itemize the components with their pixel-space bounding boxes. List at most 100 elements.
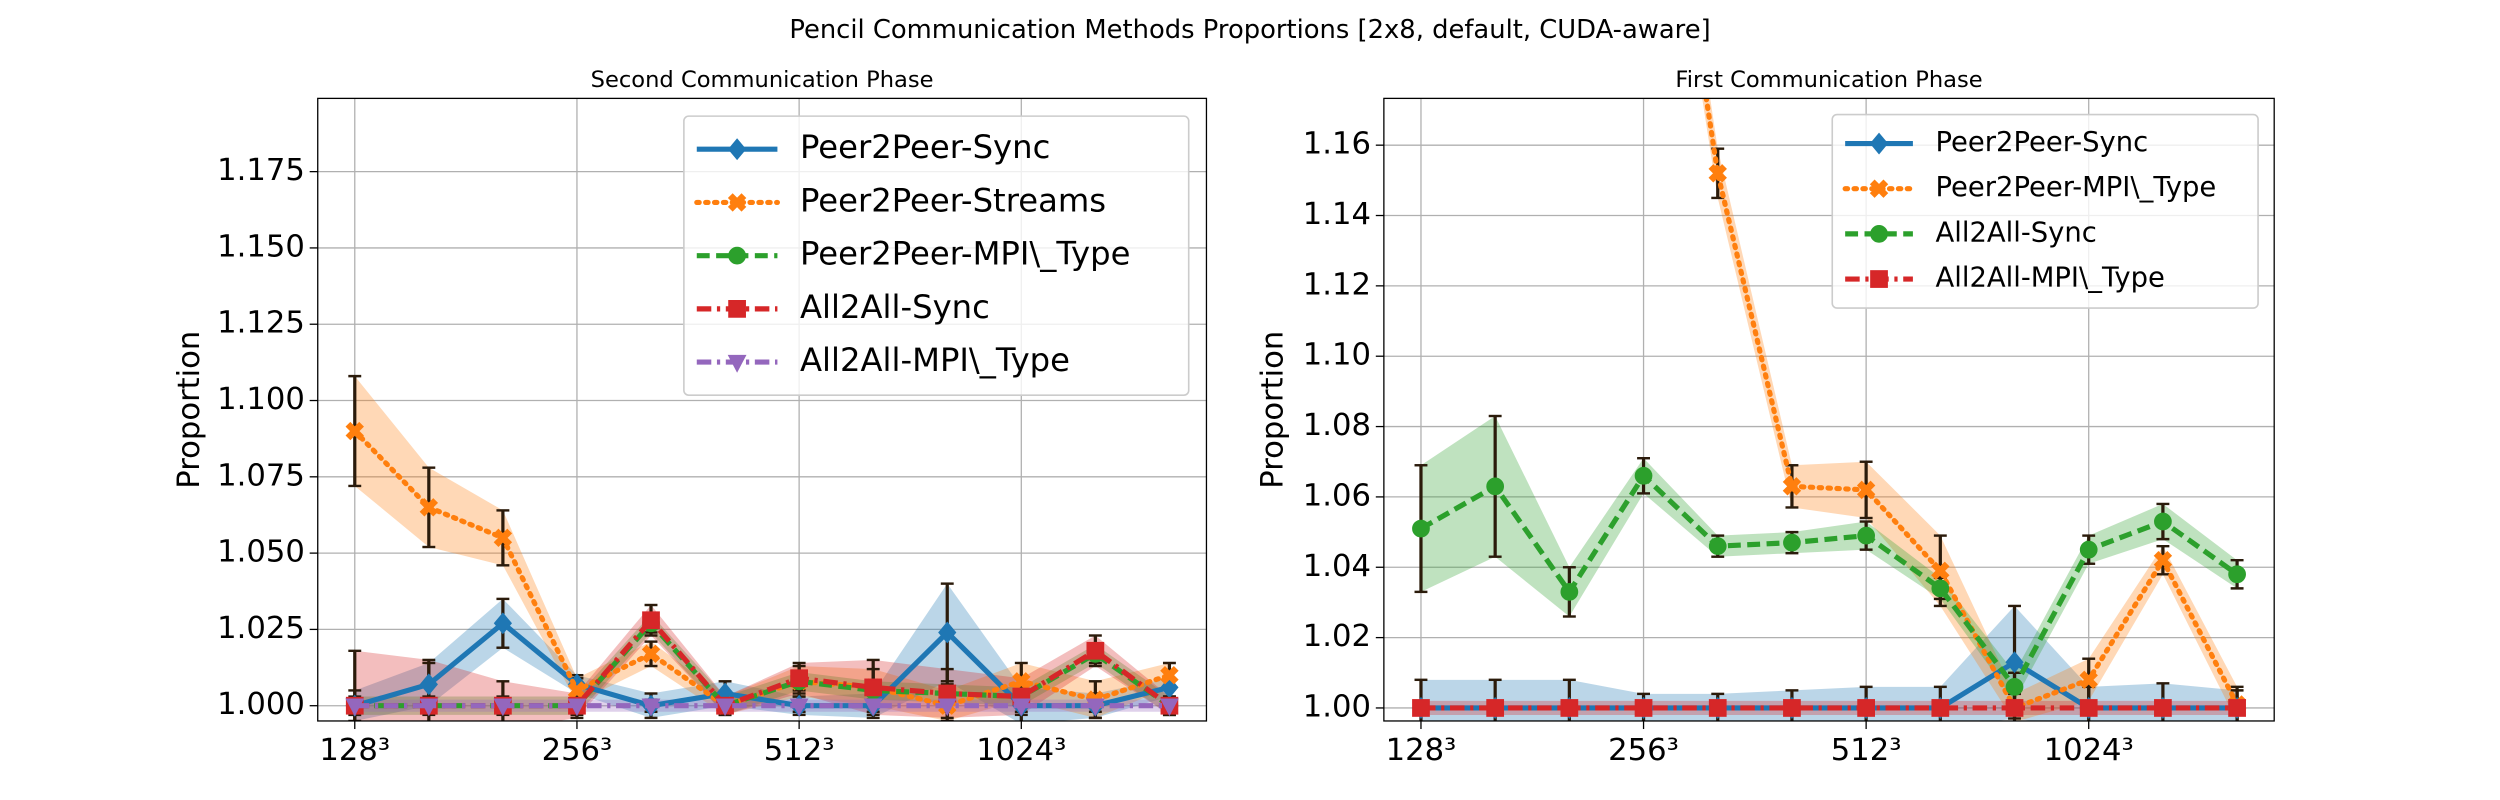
- y-axis-label: Proportion: [1256, 331, 1291, 489]
- marker: [2154, 512, 2172, 531]
- x-tick-label: 512³: [1831, 733, 1902, 768]
- y-tick-label: 1.02: [1303, 619, 1371, 654]
- marker: [728, 300, 746, 318]
- marker: [641, 698, 661, 717]
- y-tick-label: 1.06: [1303, 478, 1371, 513]
- x-tick-label: 1024³: [976, 733, 1066, 768]
- y-tick-label: 1.025: [217, 611, 305, 646]
- marker: [493, 612, 513, 635]
- y-tick-label: 1.175: [217, 153, 305, 188]
- marker: [2153, 551, 2173, 570]
- marker: [938, 621, 957, 644]
- marker: [2079, 540, 2098, 559]
- plot-area: [345, 374, 1179, 721]
- marker: [789, 698, 809, 717]
- marker: [2005, 699, 2024, 717]
- marker: [1869, 179, 1889, 198]
- y-axis-label: Proportion: [172, 331, 207, 489]
- x-tick-label: 1024³: [2044, 733, 2134, 768]
- marker: [863, 698, 883, 717]
- y-tick-label: 1.12: [1303, 267, 1371, 302]
- marker: [419, 673, 438, 696]
- marker: [2228, 699, 2246, 717]
- legend-label: Peer2Peer-Sync: [1935, 127, 2148, 158]
- marker: [1085, 698, 1105, 717]
- marker: [1870, 270, 1888, 288]
- legend-box: [1831, 113, 2259, 309]
- legend-label: All2All-Sync: [1935, 217, 2096, 248]
- error-band: [354, 376, 1170, 721]
- x-tick-label: 512³: [764, 733, 835, 768]
- axes-frame: [317, 97, 1208, 722]
- y-tick-label: 1.100: [217, 382, 305, 417]
- marker: [727, 193, 747, 212]
- marker: [1708, 537, 1727, 556]
- series-line: [354, 616, 1171, 709]
- marker: [567, 698, 587, 717]
- marker: [715, 698, 735, 717]
- marker: [1869, 132, 1889, 155]
- marker: [790, 669, 808, 688]
- y-tick-label: 1.14: [1303, 197, 1371, 232]
- marker: [1011, 698, 1031, 717]
- marker: [727, 354, 747, 373]
- error-band: [354, 583, 1170, 721]
- marker: [1856, 480, 1876, 500]
- y-tick-label: 1.150: [217, 229, 305, 264]
- legend: Peer2Peer-Sync Peer2Peer-MPI\_Type All2All…: [1831, 113, 2259, 309]
- y-tick-label: 1.16: [1303, 127, 1371, 162]
- marker: [1412, 699, 1430, 717]
- subplot-title: Second Communication Phase: [591, 67, 934, 93]
- marker: [641, 644, 661, 664]
- x-tick-label: 128³: [319, 733, 390, 768]
- legend-label: Peer2Peer-MPI\_Type: [1935, 172, 2216, 203]
- marker: [864, 678, 883, 697]
- x-tick-label: 128³: [1386, 733, 1457, 768]
- marker: [1486, 477, 1505, 496]
- series-line: [1703, 98, 2240, 712]
- marker: [345, 698, 365, 717]
- marker: [1560, 583, 1579, 601]
- y-tick-label: 1.075: [217, 458, 305, 493]
- legend-box: [683, 115, 1190, 396]
- marker: [728, 246, 746, 265]
- marker: [1931, 561, 1950, 580]
- x-tick-label: 256³: [1608, 733, 1679, 768]
- marker: [727, 138, 747, 161]
- marker: [1708, 699, 1727, 717]
- x-tick-label: 256³: [542, 733, 613, 768]
- legend-label: All2All-MPI\_Type: [800, 341, 1070, 379]
- marker: [937, 698, 957, 717]
- subplot: Second Communication Phase Proportion 1.00…: [172, 67, 1208, 768]
- marker: [1634, 699, 1653, 717]
- axes-frame: [1383, 97, 2275, 722]
- marker: [1012, 672, 1031, 691]
- marker: [1086, 641, 1105, 660]
- y-tick-label: 1.125: [217, 306, 305, 341]
- marker: [2154, 699, 2172, 717]
- marker: [1783, 533, 1801, 552]
- marker: [1857, 526, 1875, 545]
- legend: Peer2Peer-Sync Peer2Peer-Streams Peer2Peer…: [683, 115, 1190, 396]
- legend-label: Peer2Peer-MPI\_Type: [800, 235, 1130, 273]
- y-tick-label: 1.08: [1303, 408, 1371, 443]
- y-tick-label: 1.04: [1303, 549, 1371, 584]
- marker: [1931, 579, 1950, 598]
- marker: [419, 498, 439, 517]
- subplot: First Communication Phase Proportion 1.00 1…: [1256, 67, 2275, 768]
- marker: [1857, 699, 1875, 717]
- plot-area: [1411, 98, 2247, 721]
- marker: [1634, 466, 1653, 485]
- marker: [2079, 699, 2098, 717]
- legend-label: Peer2Peer-Streams: [800, 181, 1106, 219]
- legend-label: All2All-MPI\_Type: [1935, 263, 2164, 294]
- y-tick-label: 1.000: [217, 687, 305, 722]
- marker: [1708, 164, 1727, 183]
- error-band: [1420, 605, 2238, 721]
- marker: [2079, 670, 2098, 690]
- marker: [1560, 699, 1579, 717]
- marker: [642, 611, 660, 630]
- marker: [2005, 677, 2024, 696]
